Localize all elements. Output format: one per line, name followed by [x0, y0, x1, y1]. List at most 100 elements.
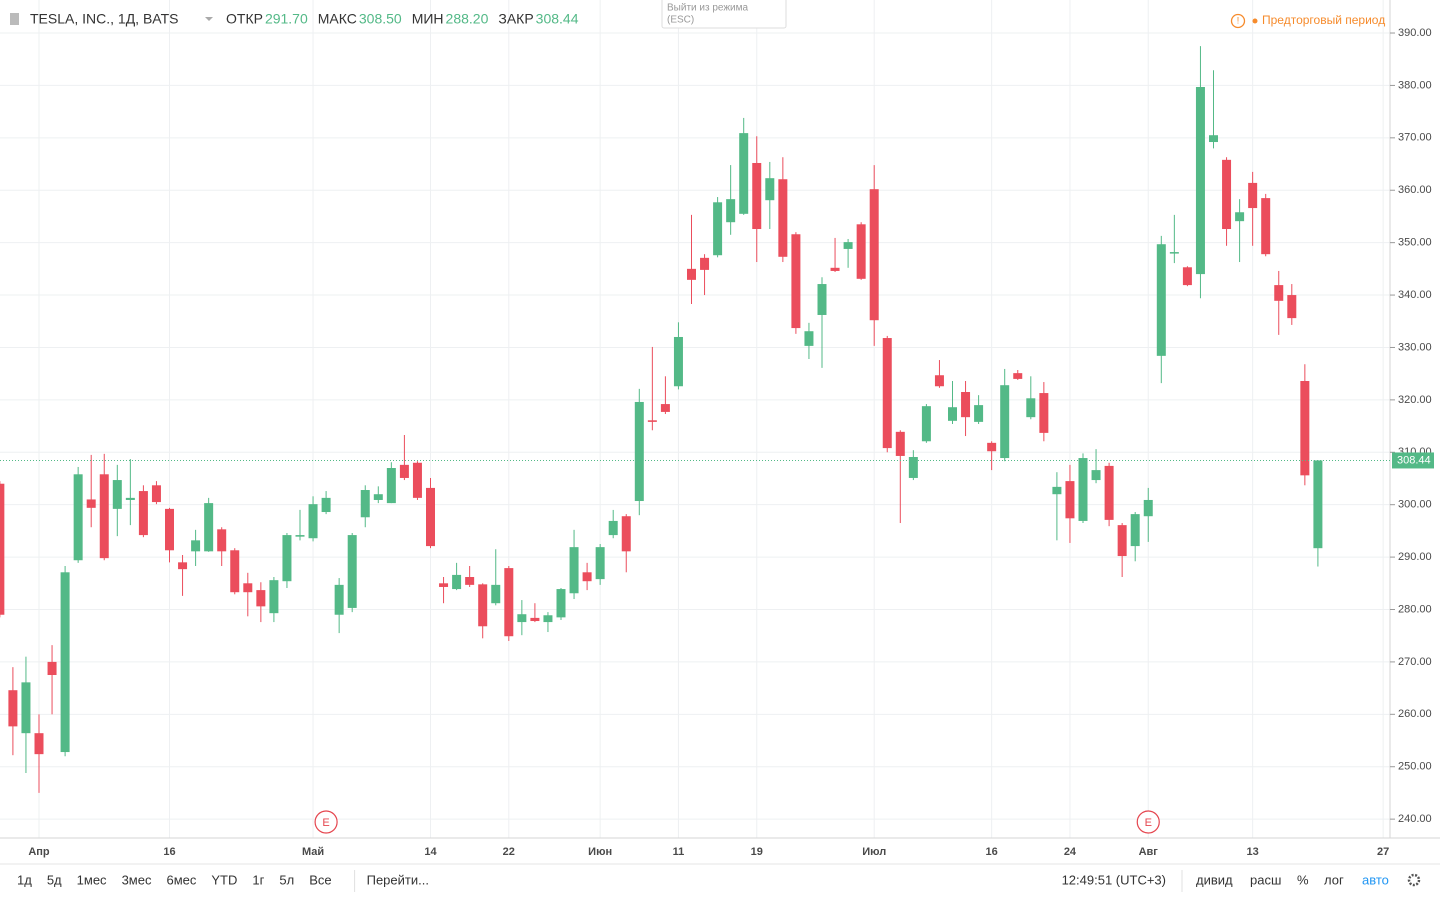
candle-body	[778, 179, 788, 257]
range-button[interactable]: 5л	[279, 872, 294, 887]
x-tick-label: 13	[1247, 846, 1259, 858]
candle-body	[504, 568, 514, 637]
scale-button[interactable]: %	[1297, 872, 1309, 887]
range-button[interactable]: 1д	[17, 872, 32, 887]
candle-body	[595, 547, 605, 580]
candle-body	[804, 331, 814, 346]
candle-body	[882, 338, 892, 449]
grid	[0, 0, 1390, 838]
candle-body	[1065, 481, 1075, 519]
range-button[interactable]: 3мес	[122, 872, 152, 887]
range-button[interactable]: Все	[309, 872, 331, 887]
settings-icon[interactable]	[1407, 873, 1421, 887]
y-tick-label: 350.00	[1398, 237, 1432, 249]
candle-body	[491, 584, 501, 604]
candle-body	[556, 589, 566, 618]
warning-icon: !	[1237, 15, 1240, 25]
candle-body	[1013, 373, 1023, 379]
candle-body	[687, 268, 696, 280]
candle-body	[1117, 525, 1127, 557]
legend: TESLA, INC., 1Д, BATS Выйти из режима (E…	[10, 0, 1385, 29]
tooltip	[661, 0, 787, 29]
candle-body	[125, 497, 135, 500]
range-button[interactable]: Перейти...	[367, 872, 429, 887]
x-tick-label: Июн	[588, 846, 612, 858]
candle-body	[660, 404, 670, 412]
candle-body	[1195, 86, 1205, 275]
candle-body	[1169, 252, 1179, 254]
candle-body	[1143, 499, 1153, 517]
candle-body	[987, 442, 997, 452]
y-tick-label: 390.00	[1398, 27, 1432, 39]
candle-body	[0, 483, 5, 615]
candle-body	[1182, 267, 1192, 286]
x-tick-label: 16	[986, 846, 998, 858]
candle-body	[908, 456, 918, 478]
candle-body	[373, 494, 383, 500]
candle-body	[1156, 244, 1166, 356]
candle-body	[295, 535, 305, 537]
event-label: E	[1145, 817, 1152, 829]
y-tick-label: 360.00	[1398, 184, 1432, 196]
ohlc-name: ЗАКР	[498, 11, 533, 27]
candle-body	[60, 572, 70, 753]
dot	[1252, 18, 1258, 24]
range-button[interactable]: 1г	[252, 872, 264, 887]
candle-body	[99, 474, 109, 559]
candle-body	[230, 550, 240, 593]
range-button[interactable]: 5д	[47, 872, 62, 887]
candle-body	[647, 420, 657, 422]
candle-body	[217, 529, 227, 552]
range-button[interactable]: 1мес	[77, 872, 107, 887]
candle-body	[934, 375, 944, 387]
event-marker[interactable]	[1136, 810, 1160, 834]
candle-body	[21, 682, 31, 734]
warning-icon	[1230, 13, 1246, 29]
y-tick-label: 330.00	[1398, 341, 1432, 353]
range-button[interactable]: 6мес	[166, 872, 196, 887]
y-tick-label: 300.00	[1398, 499, 1432, 511]
candle-body	[426, 487, 435, 547]
session-note: Предторговый период	[1262, 13, 1385, 27]
candle-body	[634, 401, 644, 502]
candle-body	[243, 583, 253, 593]
candle-body	[256, 590, 266, 607]
candle-body	[112, 480, 122, 509]
candle-body	[165, 508, 174, 551]
candle-body	[1274, 285, 1284, 301]
candle-body	[830, 267, 840, 271]
x-tick-label: 14	[424, 846, 437, 858]
candle-body	[752, 162, 762, 230]
chart-title: TESLA, INC., 1Д, BATS	[30, 11, 178, 27]
candle-body	[1287, 295, 1297, 319]
caret[interactable]	[205, 17, 213, 21]
candle-body	[1091, 470, 1101, 481]
scale-button[interactable]: расш	[1250, 872, 1281, 887]
price-tag-label: 308.44	[1397, 454, 1431, 466]
candle-body	[282, 535, 292, 582]
candle-body	[1313, 460, 1323, 549]
candle-body	[73, 474, 83, 561]
scale-button[interactable]: лог	[1324, 872, 1344, 887]
x-tick-label: 22	[503, 846, 515, 858]
scale-button[interactable]: дивид	[1196, 872, 1233, 887]
range-button[interactable]: YTD	[211, 872, 237, 887]
candle-body	[608, 520, 618, 536]
y-tick-label: 380.00	[1398, 79, 1432, 91]
event-marker[interactable]	[314, 810, 338, 834]
candle-body	[1130, 514, 1140, 547]
candle-body	[921, 406, 931, 442]
candle-body	[1039, 393, 1049, 433]
scale-button[interactable]: авто	[1362, 872, 1389, 887]
y-tick-label: 260.00	[1398, 708, 1432, 720]
candle-body	[386, 468, 396, 504]
y-tick-label: 270.00	[1398, 656, 1432, 668]
candle-body	[47, 661, 57, 676]
icon	[10, 13, 19, 25]
candle-body	[1000, 385, 1010, 459]
candle-body	[1052, 486, 1062, 495]
candle-body	[1261, 198, 1271, 255]
candle-body	[1026, 398, 1036, 418]
tooltip-text: (ESC)	[667, 15, 694, 26]
